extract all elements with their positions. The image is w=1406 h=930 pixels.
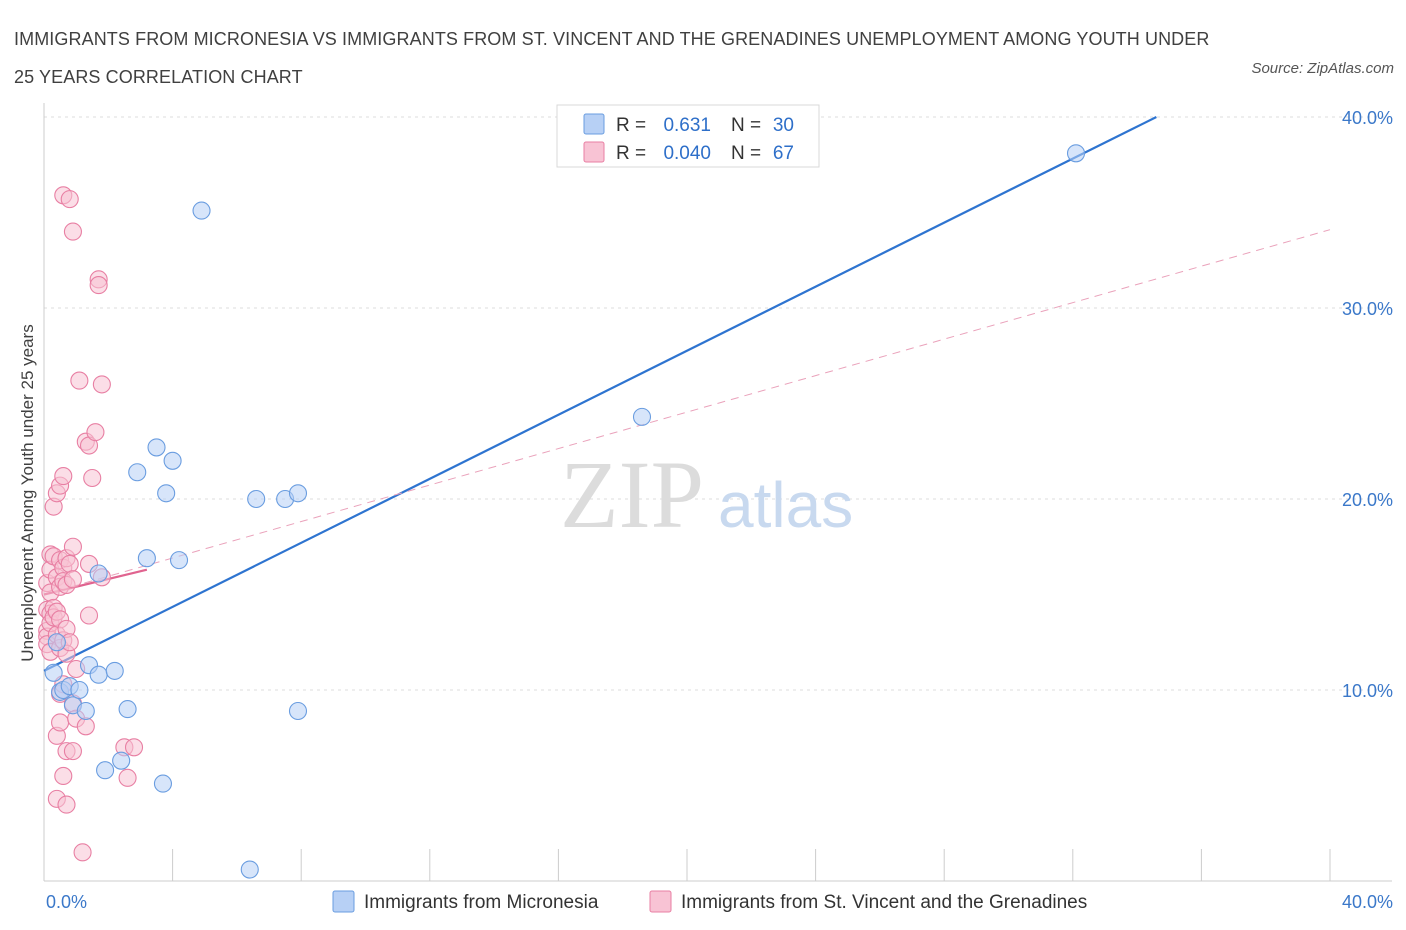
y-tick-label: 20.0% bbox=[1342, 490, 1393, 510]
point-micronesia bbox=[137, 549, 156, 568]
point-st-vincent bbox=[76, 717, 95, 736]
point-st-vincent bbox=[79, 606, 99, 625]
point-st-vincent bbox=[57, 795, 76, 814]
stats-legend-swatch bbox=[583, 141, 605, 163]
stats-n-value: 30 bbox=[773, 115, 794, 136]
point-micronesia bbox=[47, 633, 66, 652]
stats-r-value: 0.040 bbox=[663, 143, 711, 164]
point-micronesia bbox=[163, 451, 182, 470]
point-micronesia bbox=[632, 407, 652, 426]
stats-r-label: R = bbox=[616, 143, 646, 164]
y-tick-label: 40.0% bbox=[1342, 108, 1393, 128]
point-micronesia bbox=[118, 700, 137, 719]
x-tick-label-min: 0.0% bbox=[46, 892, 87, 912]
trend-line-micronesia bbox=[43, 116, 1157, 672]
watermark-zip: ZIP bbox=[560, 441, 704, 548]
point-st-vincent bbox=[63, 570, 82, 589]
point-st-vincent bbox=[89, 276, 108, 295]
point-micronesia bbox=[247, 489, 266, 509]
point-st-vincent bbox=[63, 742, 82, 761]
chart-source: Source: ZipAtlas.com bbox=[1251, 60, 1394, 77]
series-legend: Immigrants from Micronesia Immigrants fro… bbox=[332, 890, 1087, 913]
series-legend-swatch bbox=[332, 890, 355, 913]
point-micronesia bbox=[112, 751, 131, 770]
trend-lines bbox=[43, 116, 1331, 672]
stats-r-value: 0.631 bbox=[663, 115, 711, 136]
chart-title: IMMIGRANTS FROM MICRONESIA VS IMMIGRANTS… bbox=[14, 29, 1210, 87]
x-tick-label-max: 40.0% bbox=[1342, 892, 1393, 912]
series-legend-label: Immigrants from St. Vincent and the Gren… bbox=[681, 892, 1087, 913]
point-micronesia bbox=[169, 551, 189, 570]
watermark: ZIP atlas bbox=[560, 441, 853, 548]
point-micronesia bbox=[70, 680, 89, 700]
point-micronesia bbox=[288, 484, 308, 503]
point-st-vincent bbox=[63, 222, 82, 241]
point-micronesia bbox=[44, 663, 63, 682]
stats-n-label: N = bbox=[731, 143, 761, 164]
stats-n-value: 67 bbox=[773, 143, 794, 164]
point-st-vincent bbox=[124, 738, 144, 757]
data-points bbox=[38, 144, 1086, 879]
trend-line-st-vincent-extended bbox=[43, 229, 1331, 595]
point-st-vincent bbox=[118, 768, 137, 787]
point-micronesia bbox=[153, 774, 173, 793]
point-micronesia bbox=[157, 484, 176, 503]
point-micronesia bbox=[192, 201, 211, 220]
point-st-vincent bbox=[60, 190, 79, 209]
y-axis-title: Unemployment Among Youth under 25 years bbox=[18, 324, 37, 661]
point-micronesia bbox=[288, 701, 308, 721]
point-st-vincent bbox=[86, 423, 105, 442]
point-micronesia bbox=[105, 661, 124, 680]
point-micronesia bbox=[89, 665, 108, 684]
point-st-vincent bbox=[83, 468, 102, 488]
series-legend-label: Immigrants from Micronesia bbox=[364, 892, 599, 913]
stats-legend-swatch bbox=[583, 113, 605, 135]
series-legend-swatch bbox=[649, 890, 672, 913]
point-micronesia bbox=[96, 761, 115, 780]
stats-r-label: R = bbox=[616, 115, 646, 136]
point-micronesia bbox=[89, 564, 108, 583]
y-tick-label: 30.0% bbox=[1342, 299, 1393, 319]
point-st-vincent bbox=[92, 375, 111, 394]
point-micronesia bbox=[76, 701, 95, 721]
point-micronesia bbox=[240, 860, 259, 879]
point-micronesia bbox=[128, 463, 147, 482]
point-micronesia bbox=[147, 438, 166, 457]
point-st-vincent bbox=[70, 371, 89, 390]
point-micronesia bbox=[1066, 144, 1086, 163]
point-st-vincent bbox=[63, 537, 82, 556]
point-st-vincent bbox=[73, 843, 92, 862]
y-tick-label: 10.0% bbox=[1342, 681, 1393, 701]
point-st-vincent bbox=[54, 467, 73, 486]
stats-n-label: N = bbox=[731, 115, 761, 136]
point-st-vincent bbox=[60, 554, 79, 573]
point-st-vincent bbox=[54, 766, 73, 786]
point-st-vincent bbox=[51, 713, 70, 732]
stats-legend: R = 0.631 N = 30 R = 0.040 N = 67 bbox=[556, 104, 820, 168]
watermark-atlas: atlas bbox=[718, 469, 853, 541]
axis-labels: 10.0% 20.0% 30.0% 40.0% 0.0% 40.0% Unemploymen… bbox=[18, 108, 1393, 912]
axes bbox=[43, 103, 1392, 882]
